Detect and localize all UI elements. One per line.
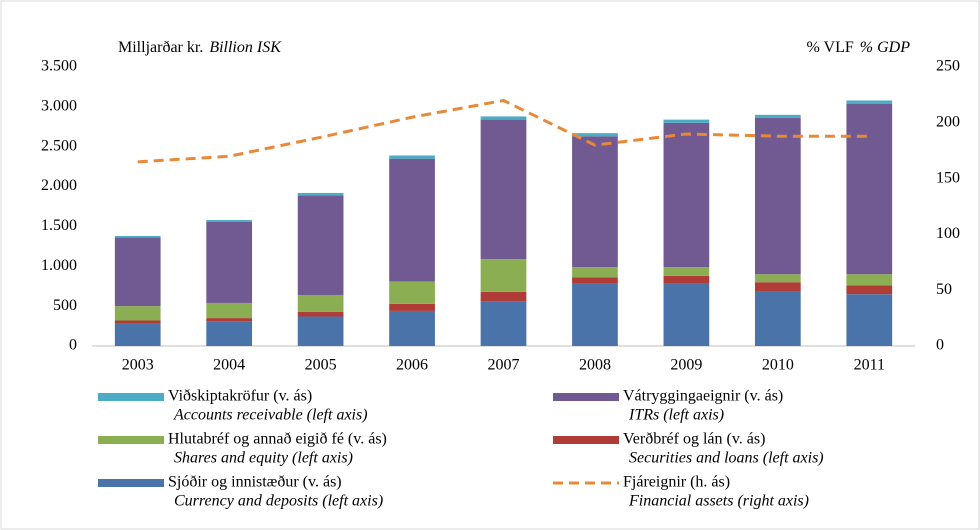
bar-segment [480, 291, 527, 302]
bar-segment [297, 294, 344, 312]
y2-axis-label: % VLF % GDP [807, 39, 911, 56]
bar-segment [389, 310, 435, 346]
bar-segment [663, 267, 710, 276]
x-tick-label: 2007 [488, 357, 520, 374]
x-tick-label: 2005 [305, 357, 337, 374]
bar-segment [297, 311, 344, 317]
bar-segment [572, 277, 618, 284]
bar-segment [480, 259, 527, 292]
bar-segment [754, 291, 801, 346]
bar-segment [663, 119, 710, 123]
y-tick-label: 0 [69, 337, 77, 354]
legend-label-en: Accounts receivable (left axis) [173, 407, 368, 424]
legend-swatch [98, 436, 164, 444]
bar-segment [846, 103, 893, 275]
x-tick-label: 2004 [213, 357, 245, 374]
y2-label-en: % GDP [860, 39, 910, 56]
bar-segment [754, 114, 801, 119]
legend-label: Fjáreignir (h. ás) [623, 474, 730, 491]
line [137, 98, 870, 164]
bar-segment [297, 316, 344, 346]
legend-label-en: ITRs (left axis) [628, 407, 724, 424]
y-label-en: Billion ISK [209, 39, 282, 56]
y-label: Milljarðar kr. [118, 39, 203, 56]
y2-tick-label: 150 [936, 169, 960, 186]
legend-label: Vátryggingaeignir (v. ás) [623, 388, 783, 405]
bar-segment [389, 158, 435, 282]
bar-segment [846, 294, 893, 346]
y-tick-label: 3.000 [41, 98, 77, 115]
bar-segment [480, 119, 527, 260]
x-tick-label: 2006 [396, 357, 428, 374]
legend-label-en: Financial assets (right axis) [628, 493, 809, 510]
x-tick-label: 2003 [122, 357, 154, 374]
y-tick-label: 2.000 [41, 177, 77, 194]
y-tick-label: 2.500 [41, 137, 77, 154]
x-tick-label: 2010 [762, 357, 794, 374]
bar-segment [663, 122, 710, 268]
bar-segment [754, 118, 801, 275]
x-tick-label: 2009 [670, 357, 702, 374]
bar-segment [846, 100, 893, 104]
legend-swatch [98, 393, 164, 401]
bar-segment [114, 237, 161, 307]
y-axis-label: Milljarðar kr. Billion ISK [118, 39, 282, 56]
bar-segment [206, 220, 253, 222]
bar-segment [206, 321, 253, 346]
bar-segment [206, 302, 253, 319]
x-tick-label: 2011 [854, 357, 885, 374]
bar-segment [572, 267, 618, 278]
bar-segment [572, 283, 618, 346]
bar-segment [389, 281, 435, 304]
y2-tick-label: 50 [936, 281, 952, 298]
bar-segment [114, 235, 161, 238]
bar-segment [114, 320, 161, 324]
legend-swatch [98, 479, 164, 487]
x-tick-label: 2008 [579, 357, 611, 374]
y2-tick-label: 250 [936, 58, 960, 75]
bar-segment [663, 275, 710, 284]
bar-segment [297, 195, 344, 295]
legend-label: Viðskiptakröfur (v. ás) [168, 388, 312, 405]
bar-segment [572, 136, 618, 268]
bar-segment [480, 116, 527, 120]
bar-segment [297, 192, 344, 196]
bar-segment [114, 323, 161, 346]
legend-swatch [553, 393, 619, 401]
bar-segment [206, 318, 253, 322]
bar-segment [389, 155, 435, 159]
bar-segment [754, 274, 801, 283]
y-tick-label: 3.500 [41, 58, 77, 75]
bar-segment [663, 283, 710, 346]
bar-segment [114, 306, 161, 321]
bar-segment [389, 303, 435, 311]
y2-tick-label: 0 [936, 337, 944, 354]
y2-tick-label: 200 [936, 113, 960, 130]
bar-segment [480, 301, 527, 346]
y-tick-label: 1.500 [41, 217, 77, 234]
y2-label: % VLF [807, 39, 854, 56]
y2-tick-label: 100 [936, 225, 960, 242]
bar-segment [206, 221, 253, 303]
y-tick-label: 1.000 [41, 257, 77, 274]
bar-segment [846, 285, 893, 295]
bar-segment [846, 274, 893, 286]
legend-label-en: Shares and equity (left axis) [174, 450, 353, 467]
legend-label: Sjóðir og innistæður (v. ás) [168, 474, 342, 491]
legend-swatch [553, 436, 619, 444]
legend-label-en: Currency and deposits (left axis) [174, 493, 383, 510]
y-tick-label: 500 [53, 297, 77, 314]
legend-label: Verðbréf og lán (v. ás) [623, 431, 765, 448]
legend-label: Hlutabréf og annað eigið fé (v. ás) [168, 431, 387, 448]
bar-segment [754, 282, 801, 292]
legend-label-en: Securities and loans (left axis) [629, 450, 824, 467]
bar-segment [572, 133, 618, 137]
